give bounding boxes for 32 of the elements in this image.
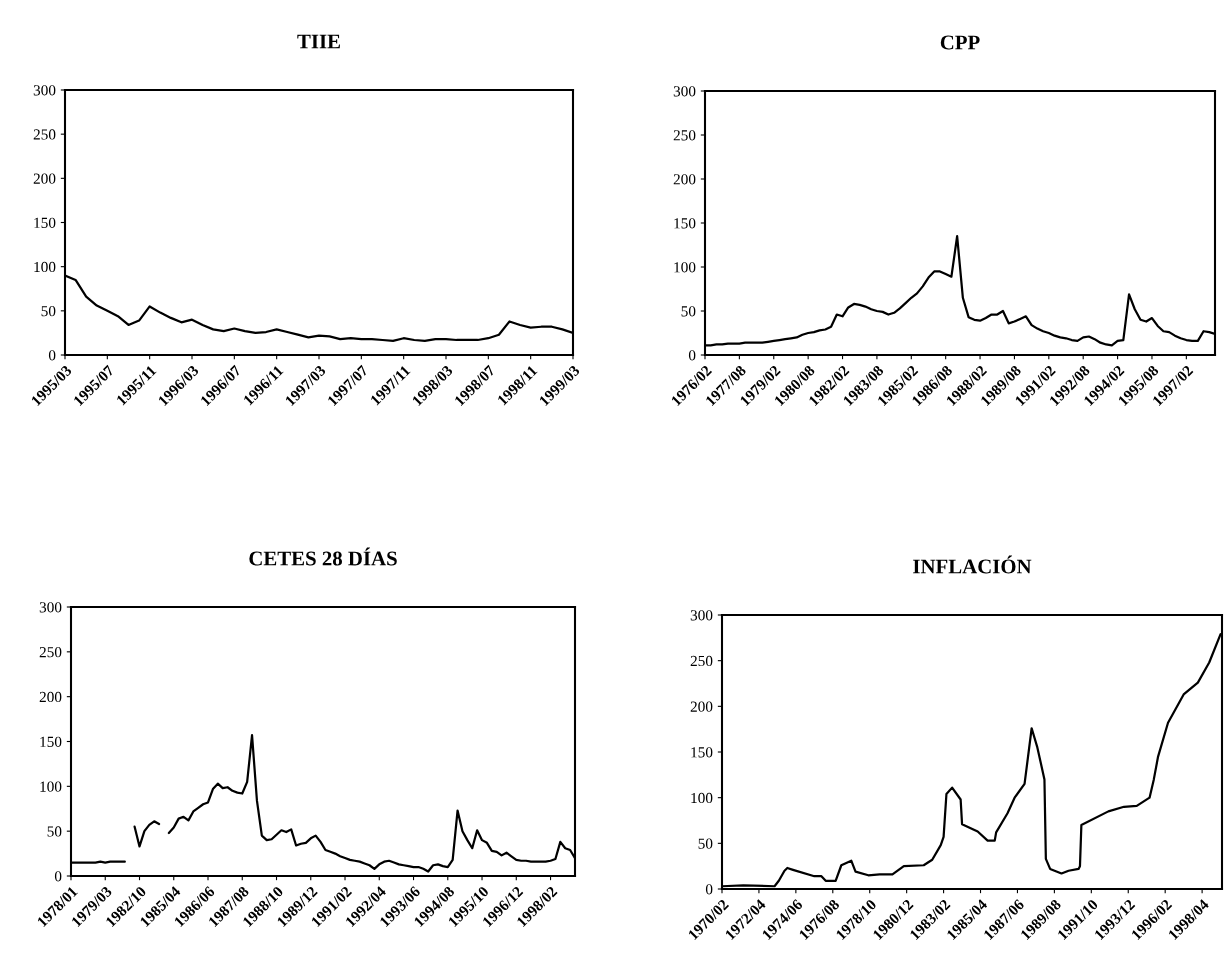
y-tick-label: 100 — [674, 262, 696, 273]
y-tick-label: 50 — [41, 305, 56, 317]
y-tick-label: 100 — [34, 261, 56, 273]
y-tick-label: 150 — [34, 217, 56, 228]
y-tick-label: 250 — [690, 655, 713, 667]
y-tick-label: 50 — [698, 838, 713, 849]
y-tick-label: 0 — [54, 871, 62, 882]
y-tick-label: 300 — [39, 602, 62, 613]
chart-title: INFLACIÓN — [913, 555, 1032, 574]
y-tick-label: 200 — [39, 691, 62, 703]
y-tick-label: 150 — [691, 747, 713, 758]
y-tick-label: 300 — [33, 85, 56, 96]
chart-title: CPP — [940, 35, 980, 50]
y-tick-label: 50 — [681, 306, 696, 317]
y-tick-label: 0 — [705, 884, 713, 895]
y-tick-label: 100 — [691, 792, 713, 804]
y-tick-label: 200 — [690, 701, 713, 712]
y-tick-label: 250 — [673, 130, 696, 141]
chart-title: TIIE — [297, 34, 340, 49]
y-tick-label: 300 — [673, 86, 696, 97]
y-tick-label: 100 — [40, 781, 62, 792]
y-tick-label: 150 — [40, 736, 62, 747]
chart-title: CETES 28 DÍAS — [249, 547, 397, 566]
y-tick-label: 50 — [47, 826, 62, 837]
y-tick-label: 0 — [688, 350, 696, 361]
y-tick-label: 0 — [48, 350, 56, 361]
y-tick-label: 250 — [39, 646, 62, 658]
y-tick-label: 300 — [690, 610, 713, 621]
y-tick-label: 200 — [33, 173, 56, 184]
y-tick-label: 250 — [33, 129, 56, 140]
y-tick-label: 150 — [674, 218, 696, 229]
y-tick-label: 200 — [673, 174, 696, 185]
